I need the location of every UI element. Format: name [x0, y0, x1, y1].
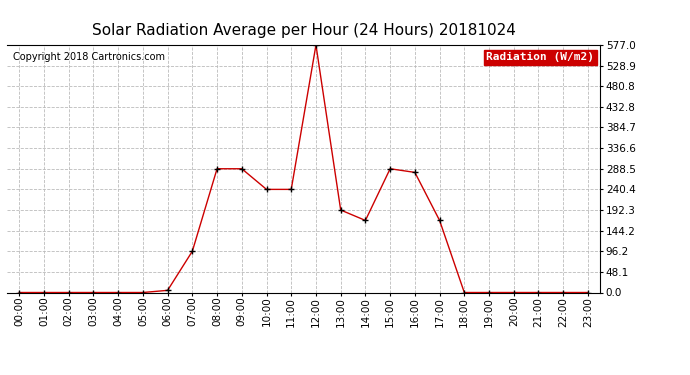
Text: Copyright 2018 Cartronics.com: Copyright 2018 Cartronics.com: [13, 53, 165, 62]
Text: Solar Radiation Average per Hour (24 Hours) 20181024: Solar Radiation Average per Hour (24 Hou…: [92, 22, 515, 38]
Text: Radiation (W/m2): Radiation (W/m2): [486, 53, 594, 63]
